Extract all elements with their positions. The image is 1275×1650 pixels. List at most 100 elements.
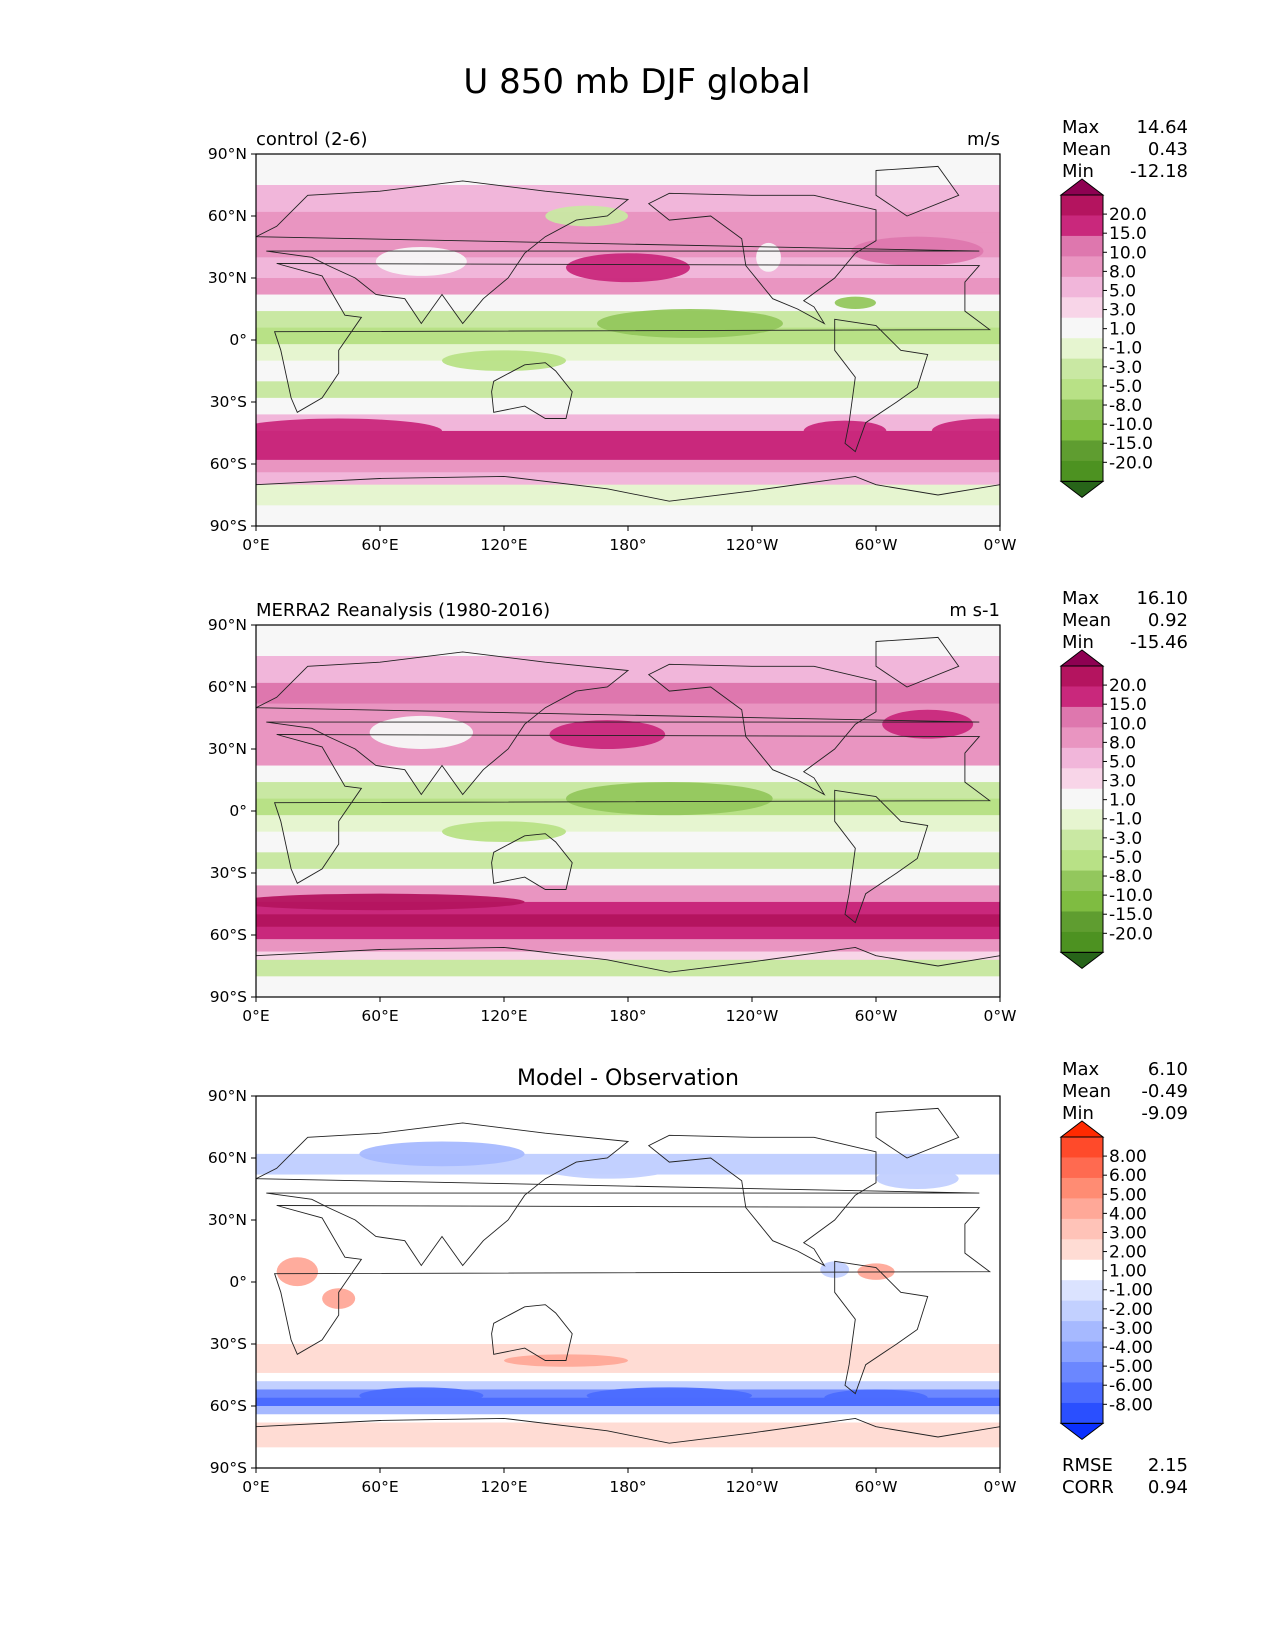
lat-tick-label: 60°N (208, 207, 247, 225)
colorbar: 20.015.010.08.05.03.01.0-1.0-3.0-5.0-8.0… (1059, 649, 1153, 970)
coastline (647, 192, 877, 325)
lon-tick-label: 60°E (361, 1478, 398, 1496)
zonal-band (256, 1372, 1000, 1382)
colorbar-label: 10.0 (1109, 243, 1147, 263)
colorbar-label: -3.00 (1109, 1319, 1153, 1339)
coastline (491, 833, 573, 890)
panel-title-center: Model - Observation (517, 1066, 739, 1091)
lat-tick-label: 0° (229, 331, 247, 349)
zonal-band (256, 868, 1000, 886)
lon-tick-label: 0°W (984, 536, 1017, 554)
zonal-band (256, 1323, 1000, 1345)
colorbar-segment (1061, 379, 1103, 401)
colorbar-label: 10.0 (1109, 714, 1147, 734)
lon-tick-label: 0°E (242, 1478, 269, 1496)
coastline (875, 1107, 960, 1159)
zonal-band (256, 381, 1000, 399)
zonal-band (256, 749, 1000, 767)
colorbar-segment (1061, 1300, 1103, 1322)
stat-value: 0.92 (1148, 610, 1188, 631)
colorbar-segment (1061, 1218, 1103, 1240)
zonal-band (256, 459, 1000, 473)
stat-label: Mean (1062, 1081, 1111, 1102)
zonal-band (256, 1447, 1000, 1468)
zonal-band (256, 484, 1000, 506)
panel-title-left: control (2-6) (256, 129, 368, 150)
zonal-band (256, 1344, 1000, 1362)
zonal-band (256, 1414, 1000, 1424)
zonal-band (256, 656, 1000, 684)
zonal-band (256, 976, 1000, 997)
field-feature (586, 1387, 752, 1404)
zonal-band (256, 211, 1000, 234)
colorbar-segment (1061, 1259, 1103, 1281)
lon-tick-label: 0°E (242, 1007, 269, 1025)
colorbar-segment (1061, 768, 1103, 790)
colorbar-segment (1061, 706, 1103, 728)
field-feature (375, 247, 467, 276)
field-feature (256, 893, 525, 911)
colorbar-segment (1061, 1239, 1103, 1261)
lon-tick-label: 60°E (361, 1007, 398, 1025)
lon-tick-label: 60°W (855, 536, 898, 554)
zonal-band (256, 1261, 1000, 1283)
zonal-band (256, 815, 1000, 833)
zonal-band (256, 185, 1000, 213)
lat-tick-label: 60°N (208, 678, 247, 696)
colorbar-label: -5.0 (1109, 377, 1142, 397)
colorbar-label: -1.00 (1109, 1281, 1153, 1301)
coastline (273, 1205, 992, 1355)
colorbar-segment (1061, 870, 1103, 892)
field-feature (803, 420, 887, 442)
colorbar-segment (1061, 1280, 1103, 1302)
colorbar-label: -2.00 (1109, 1300, 1153, 1320)
lon-tick-label: 180° (609, 536, 646, 554)
coastline (875, 165, 960, 217)
zonal-band (256, 294, 1000, 312)
colorbar-segment (1061, 215, 1103, 237)
stat-value: 2.15 (1148, 1455, 1188, 1476)
stat-label: Max (1062, 1059, 1100, 1080)
lat-tick-label: 30°N (208, 740, 247, 758)
colorbar-segment (1061, 747, 1103, 769)
zonal-band (256, 959, 1000, 977)
zonal-band (256, 1220, 1000, 1242)
lon-tick-label: 120°E (480, 536, 527, 554)
map-field (256, 154, 1000, 526)
field-feature (442, 821, 566, 843)
panel-observation: MERRA2 Reanalysis (1980-2016) m s-1 0°E 60°… (208, 588, 1188, 1025)
lat-tick-label: 90°N (208, 145, 247, 163)
coastline (256, 651, 980, 796)
zonal-band (256, 852, 1000, 870)
colorbar-segment (1061, 1157, 1103, 1179)
field-feature (931, 418, 1000, 444)
colorbar-segment (1061, 727, 1103, 749)
colorbar-label: 8.0 (1109, 262, 1136, 282)
panel-control: control (2-6) m/s 0°E 60°E 120°E 180° 120°W 60°… (208, 117, 1188, 554)
field-feature (545, 1158, 670, 1179)
colorbar-label: 1.0 (1109, 320, 1136, 340)
stat-value: -15.46 (1130, 632, 1188, 653)
lat-tick-label: 0° (229, 1273, 247, 1291)
colorbar-segment (1061, 1198, 1103, 1220)
coastline (273, 734, 992, 884)
colorbar-label: 20.0 (1109, 676, 1147, 696)
colorbar-segment (1061, 317, 1103, 339)
zonal-band (256, 397, 1000, 415)
stat-value: 16.10 (1136, 588, 1188, 609)
figure-title: U 850 mb DJF global (463, 62, 810, 102)
coastline (273, 263, 992, 413)
zonal-band (256, 360, 1000, 382)
colorbar-label: 8.00 (1109, 1147, 1147, 1167)
colorbar-extend-bottom (1059, 480, 1105, 499)
colorbar-segment (1061, 809, 1103, 831)
lat-tick-label: 30°N (208, 269, 247, 287)
colorbar-label: -15.0 (1109, 905, 1153, 925)
field-feature (824, 1389, 928, 1406)
colorbar-segment (1061, 1137, 1103, 1158)
colorbar-label: -1.0 (1109, 339, 1142, 359)
field-feature (369, 715, 474, 749)
colorbar-segment (1061, 276, 1103, 298)
lon-tick-label: 60°W (855, 1007, 898, 1025)
zonal-band (256, 1302, 1000, 1324)
